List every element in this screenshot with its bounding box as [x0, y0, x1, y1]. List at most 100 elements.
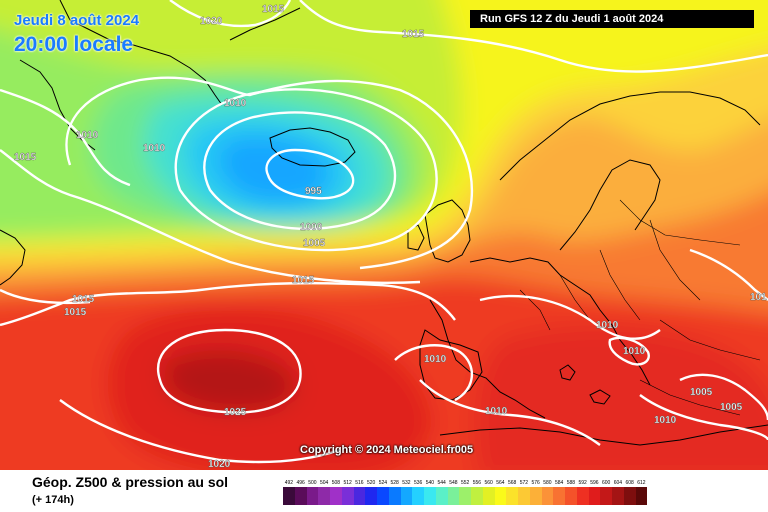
legend-value: 604 [613, 480, 623, 486]
legend-swatch [459, 487, 471, 505]
isobar-label: 1015 [64, 307, 87, 318]
legend-value: 596 [590, 480, 599, 486]
legend-swatch [565, 487, 577, 505]
isobar-label: 1010 [596, 320, 619, 331]
isobar-label: 1015 [292, 275, 315, 286]
legend-swatch [471, 487, 483, 505]
isobar-label: 1010 [485, 406, 508, 417]
isobar-label: 1000 [300, 222, 323, 233]
isobar-1015-north [0, 149, 421, 284]
isobar-1020-bottom [59, 399, 341, 464]
legend-item: 564 [494, 479, 507, 505]
map-title: Géop. Z500 & pression au sol [32, 474, 229, 490]
isobar-label: 1010 [424, 354, 447, 365]
legend-swatch [400, 487, 413, 505]
legend-swatch [341, 487, 354, 505]
legend-swatch [424, 487, 436, 505]
legend-item: 528 [388, 479, 401, 505]
legend-value: 576 [531, 480, 540, 486]
isobar-label: 1010 [143, 143, 166, 154]
legend-value: 580 [543, 480, 552, 486]
isobar-label: 1010 [654, 415, 677, 426]
isobar-1015-east [689, 248, 768, 301]
legend-value: 540 [425, 480, 435, 486]
legend-value: 544 [437, 480, 446, 486]
isobar-1010-west [0, 88, 131, 187]
legend-item: 568 [506, 479, 518, 505]
legend-item: 548 [447, 479, 460, 505]
legend-swatch [482, 487, 495, 505]
legend-swatch [283, 487, 295, 505]
isobar-label: 1015 [72, 294, 95, 305]
legend-value: 608 [625, 480, 634, 486]
legend-item: 520 [365, 479, 377, 505]
legend-item: 536 [412, 479, 424, 505]
legend-item: 580 [541, 479, 554, 505]
legend-value: 500 [308, 480, 317, 486]
isobar-1005 [174, 88, 438, 252]
isobar-label: 1015 [262, 4, 285, 15]
isobar-1010-east [639, 394, 768, 441]
legend-swatch [294, 487, 307, 505]
isobar-1020-top [169, 0, 292, 28]
legend-swatch [306, 487, 319, 505]
legend-item: 512 [341, 479, 354, 505]
legend-item: 588 [565, 479, 577, 505]
greenland-coast [19, 0, 301, 151]
legend-item: 508 [330, 479, 342, 505]
color-scale-legend: 492 496 500 504 508 512 516 520 524 528 532 536 540 5… [283, 479, 648, 505]
legend-swatch [330, 487, 342, 505]
field-band-blue [219, 136, 329, 203]
legend-item: 596 [588, 479, 601, 505]
legend-swatch [506, 487, 518, 505]
canada-coast [0, 229, 26, 286]
isobar-label: 1005 [303, 238, 326, 249]
legend-value: 512 [343, 480, 352, 486]
legend-value: 532 [402, 480, 411, 486]
legend-item: 592 [576, 479, 589, 505]
legend-swatch [318, 487, 330, 505]
forecast-local-time: 20:00 locale [14, 33, 134, 56]
legend-swatch [447, 487, 460, 505]
legend-value: 584 [554, 480, 564, 486]
legend-item: 612 [635, 479, 648, 505]
isobar-label: 101 [750, 292, 767, 303]
legend-value: 508 [331, 480, 341, 486]
legend-value: 536 [413, 480, 423, 486]
legend-item: 516 [353, 479, 366, 505]
isobar-label: 1025 [224, 407, 247, 418]
legend-swatch [377, 487, 389, 505]
legend-swatch [518, 487, 530, 505]
legend-value: 548 [449, 480, 458, 486]
legend-value: 520 [366, 480, 376, 486]
isobar-1010-balkans [608, 336, 650, 366]
legend-swatch [635, 487, 648, 505]
field-band-red-se [474, 325, 768, 470]
legend-item: 572 [518, 479, 530, 505]
legend-value: 560 [484, 480, 493, 486]
legend-value: 504 [319, 480, 329, 486]
isobar-label: 1005 [690, 387, 713, 398]
legend-item: 552 [459, 479, 471, 505]
isobar-995 [265, 148, 355, 200]
copyright-notice: Copyright © 2024 Meteociel.fr005 [300, 444, 474, 456]
isobar-label: 995 [305, 186, 322, 197]
isobar-label: 1010 [623, 346, 646, 357]
legend-item: 560 [482, 479, 495, 505]
legend-swatch [553, 487, 565, 505]
legend-swatch [494, 487, 507, 505]
isobar-labels: 1020 1015 1015 1010 1010 1010 1015 995 1… [14, 4, 768, 470]
legend-item: 600 [600, 479, 612, 505]
north-africa-coast [439, 424, 768, 446]
legend-item: 532 [400, 479, 413, 505]
isobar-label: 1020 [208, 459, 231, 470]
isobar-1010-north [65, 76, 474, 270]
legend-value: 516 [355, 480, 364, 486]
europe-mainland-coast [429, 257, 651, 419]
isobar-1025 [157, 328, 302, 414]
legend-value: 600 [601, 480, 611, 486]
legend-item: 544 [435, 479, 448, 505]
legend-value: 572 [519, 480, 529, 486]
legend-value: 612 [637, 480, 646, 486]
